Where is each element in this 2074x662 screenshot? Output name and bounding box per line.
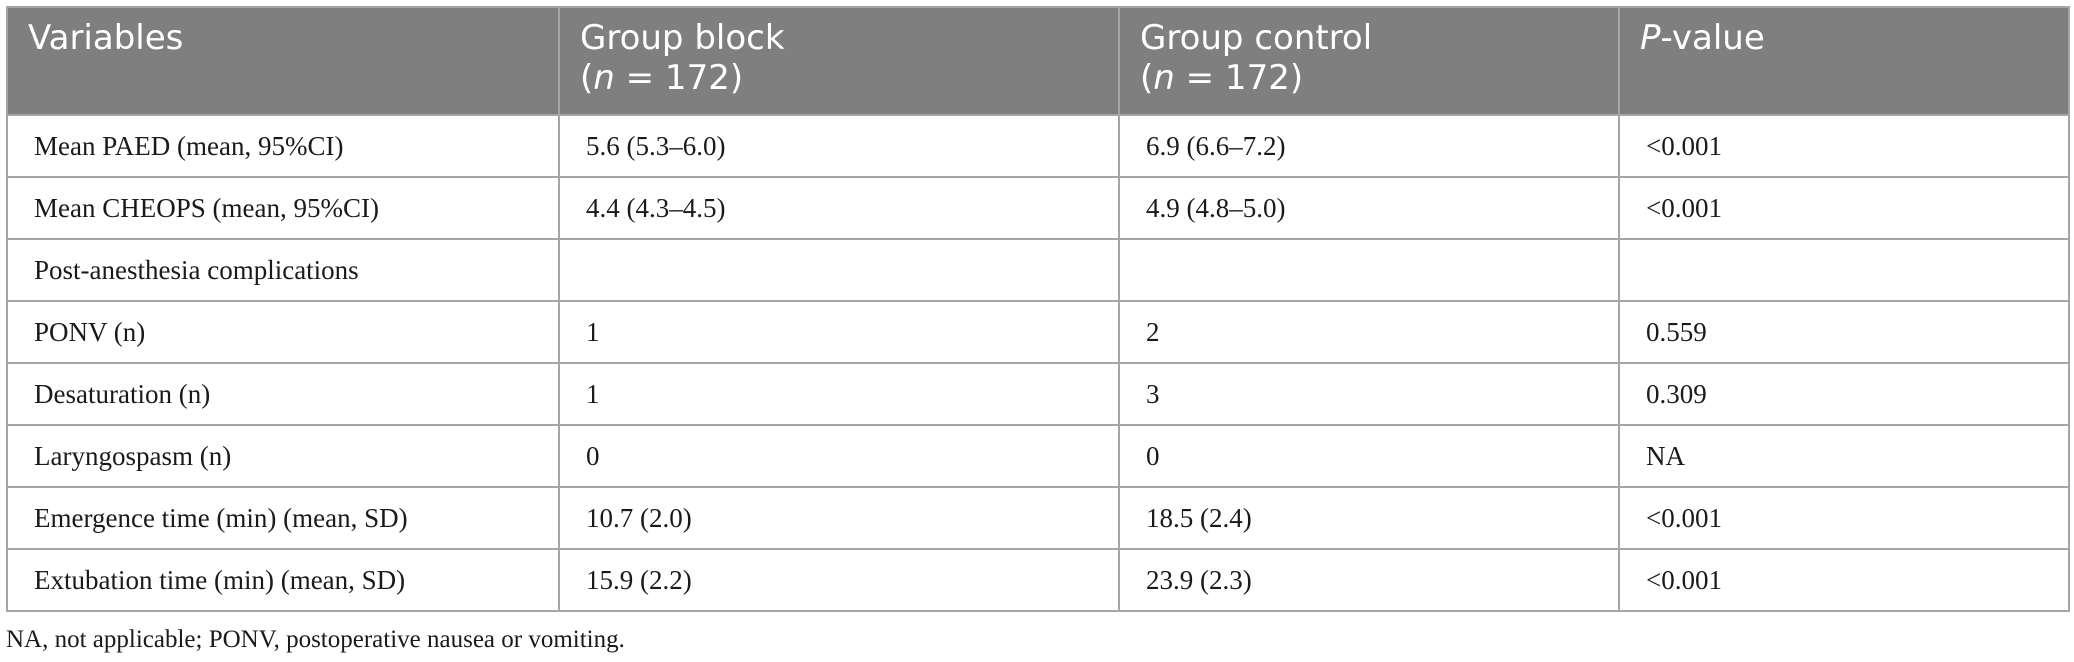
cell-group-control: 23.9 (2.3) [1118,548,1620,612]
cell-variable: Mean PAED (mean, 95%CI) [6,114,560,178]
cell-variable: Mean CHEOPS (mean, 95%CI) [6,176,560,240]
table-row: Desaturation (n) 1 3 0.309 [6,362,2070,426]
cell-group-control: 6.9 (6.6–7.2) [1118,114,1620,178]
table-row: Mean PAED (mean, 95%CI) 5.6 (5.3–6.0) 6.… [6,114,2070,178]
cell-p-value: <0.001 [1618,114,2070,178]
results-table: Variables Group block (n = 172) Group co… [6,6,2070,612]
table-row: Extubation time (min) (mean, SD) 15.9 (2… [6,548,2070,612]
cell-group-control [1118,238,1620,302]
results-table-container: Variables Group block (n = 172) Group co… [6,6,2070,612]
cell-group-control: 0 [1118,424,1620,488]
table-row: Post-anesthesia complications [6,238,2070,302]
header-group-block: Group block (n = 172) [558,6,1120,116]
cell-group-block: 5.6 (5.3–6.0) [558,114,1120,178]
cell-p-value: <0.001 [1618,176,2070,240]
table-footnote: NA, not applicable; PONV, postoperative … [6,626,625,653]
cell-group-control: 2 [1118,300,1620,364]
table-row: Emergence time (min) (mean, SD) 10.7 (2.… [6,486,2070,550]
cell-variable: Post-anesthesia complications [6,238,560,302]
cell-variable: Emergence time (min) (mean, SD) [6,486,560,550]
cell-group-block: 15.9 (2.2) [558,548,1120,612]
cell-p-value: <0.001 [1618,486,2070,550]
cell-p-value: <0.001 [1618,548,2070,612]
cell-variable: Laryngospasm (n) [6,424,560,488]
table-row: Mean CHEOPS (mean, 95%CI) 4.4 (4.3–4.5) … [6,176,2070,240]
cell-variable: Extubation time (min) (mean, SD) [6,548,560,612]
cell-variable: PONV (n) [6,300,560,364]
header-variables: Variables [6,6,560,116]
cell-group-control: 18.5 (2.4) [1118,486,1620,550]
cell-group-control: 4.9 (4.8–5.0) [1118,176,1620,240]
cell-group-block: 4.4 (4.3–4.5) [558,176,1120,240]
cell-group-block: 10.7 (2.0) [558,486,1120,550]
cell-group-block: 1 [558,300,1120,364]
header-p-value: P-value [1618,6,2070,116]
cell-group-control: 3 [1118,362,1620,426]
cell-variable: Desaturation (n) [6,362,560,426]
header-group-control: Group control (n = 172) [1118,6,1620,116]
table-row: Laryngospasm (n) 0 0 NA [6,424,2070,488]
table-header-row: Variables Group block (n = 172) Group co… [6,6,2070,116]
cell-group-block: 0 [558,424,1120,488]
cell-p-value: NA [1618,424,2070,488]
cell-p-value: 0.309 [1618,362,2070,426]
table-row: PONV (n) 1 2 0.559 [6,300,2070,364]
cell-p-value [1618,238,2070,302]
cell-p-value: 0.559 [1618,300,2070,364]
cell-group-block: 1 [558,362,1120,426]
cell-group-block [558,238,1120,302]
